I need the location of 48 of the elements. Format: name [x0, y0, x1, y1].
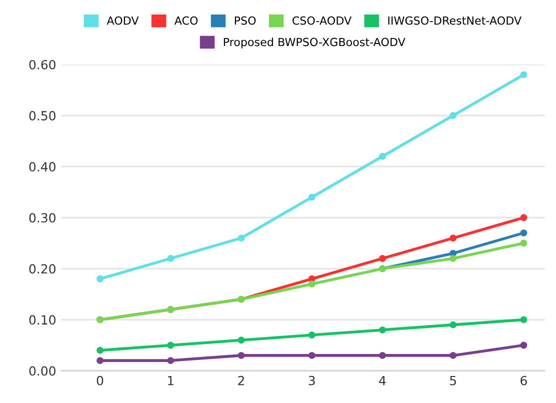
- point: [520, 240, 528, 247]
- x-tick-label: 0: [96, 376, 104, 386]
- x-tick-label: 3: [308, 376, 315, 386]
- point: [520, 214, 528, 222]
- y-tick-label: 0.30: [29, 213, 56, 223]
- legend-label: Proposed BWPSO-XGBoost-AODV: [224, 38, 406, 48]
- y-tick-label: 0.60: [29, 60, 56, 70]
- point: [450, 112, 457, 119]
- legend-label: IIWGSO-DRestNet-AODV: [388, 16, 522, 25]
- x-tick-label: 6: [520, 376, 527, 386]
- point: [308, 194, 316, 201]
- point: [450, 321, 457, 328]
- point: [378, 152, 386, 160]
- point: [96, 346, 104, 354]
- x-tick-label: 1: [168, 376, 174, 386]
- point: [308, 332, 316, 338]
- legend-label: PSO: [234, 16, 256, 25]
- point: [520, 342, 528, 349]
- point: [167, 342, 174, 349]
- point: [238, 336, 245, 344]
- point: [450, 234, 457, 242]
- point: [378, 254, 386, 262]
- y-tick-label: 0.50: [29, 111, 56, 120]
- legend-label: CSO-AODV: [292, 16, 352, 25]
- point: [450, 254, 457, 262]
- point: [238, 234, 245, 242]
- y-tick-label: 0.20: [29, 264, 56, 274]
- point: [378, 326, 386, 334]
- point: [167, 254, 174, 262]
- point: [520, 316, 528, 324]
- y-tick-label: 0.40: [29, 162, 56, 172]
- y-tick-label: 0.10: [29, 315, 56, 325]
- point: [450, 352, 457, 359]
- point: [520, 71, 528, 78]
- point: [520, 229, 528, 236]
- point: [96, 275, 104, 282]
- legend-label: ACO: [174, 16, 198, 25]
- y-tick-label: 0.00: [29, 366, 56, 376]
- x-tick-label: 5: [450, 376, 456, 386]
- x-tick-label: 2: [238, 376, 244, 386]
- x-tick-label: 4: [379, 376, 386, 386]
- point: [308, 352, 316, 359]
- point: [167, 357, 174, 364]
- point: [378, 352, 386, 359]
- point: [308, 280, 316, 288]
- point: [96, 357, 104, 364]
- legend-label: AODV: [106, 16, 139, 25]
- point: [238, 352, 245, 359]
